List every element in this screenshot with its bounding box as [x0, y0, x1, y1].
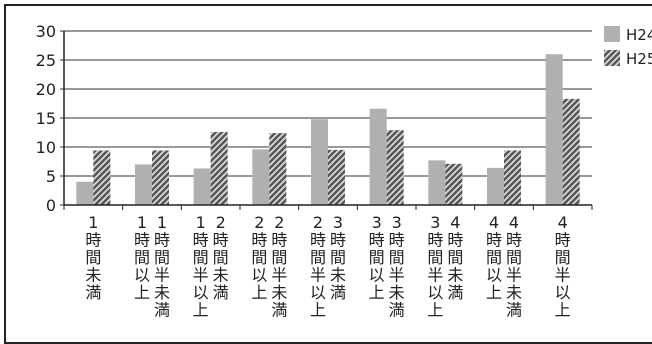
x-tick-label: 2 時間半以上 — [310, 213, 326, 320]
x-tick-label: 1 時間半以上 — [193, 213, 209, 320]
x-tick-label: 4 時間未満 — [447, 213, 463, 302]
bar-h24-5 — [311, 119, 328, 205]
x-category-label-9: 4 時間半以上 — [555, 213, 571, 320]
x-tick-label: 3 時間半未満 — [389, 213, 405, 320]
y-tick-label: 0 — [46, 196, 56, 215]
x-tick-label: 3 時間以上 — [369, 213, 385, 302]
x-tick-label: 4 時間半以上 — [555, 213, 571, 320]
y-tick-label: 10 — [36, 138, 56, 157]
bar-h25-5 — [328, 149, 345, 205]
x-tick-label: 1 時間以上 — [134, 213, 150, 302]
bar-h24-4 — [252, 149, 270, 205]
y-tick-label: 15 — [36, 109, 56, 128]
legend-label-h24: H24 — [626, 26, 652, 44]
legend-swatch-h24 — [604, 26, 620, 42]
bar-h25-8 — [504, 150, 521, 205]
bar-h24-1 — [76, 181, 94, 205]
x-tick-label: 1 時間半未満 — [154, 213, 170, 320]
legend-label-h25: H25 — [626, 50, 652, 68]
y-tick-label: 20 — [36, 80, 56, 99]
y-tick-label: 30 — [36, 22, 56, 41]
bar-h25-7 — [445, 163, 463, 205]
bar-h25-6 — [386, 130, 404, 205]
y-tick-label: 5 — [46, 167, 56, 186]
bar-h24-6 — [369, 108, 387, 205]
x-tick-label: 2 時間半未満 — [271, 213, 287, 320]
bar-h24-8 — [487, 167, 504, 205]
chart-frame: 0 5 10 15 20 25 30 1 時間未満 1 時間半未満 1 時間以上 2 時間未満 1 時間半以上 2… — [4, 4, 652, 344]
x-tick-label: 2 時間未満 — [213, 213, 229, 302]
bar-h25-3 — [210, 131, 228, 205]
y-tick-label: 25 — [36, 51, 56, 70]
bar-h24-7 — [428, 160, 446, 205]
bar-h25-2 — [152, 150, 169, 205]
bar-h24-3 — [193, 168, 211, 205]
x-tick-label: 4 時間以上 — [486, 213, 502, 302]
x-category-label-1: 1 時間未満 — [85, 213, 101, 302]
x-tick-label: 3 時間半以上 — [427, 213, 443, 320]
x-tick-label: 1 時間未満 — [85, 213, 101, 302]
x-tick-label: 3 時間未満 — [330, 213, 346, 302]
legend-swatch-h25 — [604, 50, 620, 66]
bar-h25-4 — [269, 133, 287, 205]
bar-h25-9 — [562, 98, 580, 205]
x-tick-label: 2 時間以上 — [251, 213, 267, 302]
bar-h24-9 — [545, 54, 563, 206]
bar-h25-1 — [93, 150, 111, 205]
bar-h24-2 — [135, 164, 152, 205]
x-tick-label: 4 時間半未満 — [506, 213, 522, 320]
